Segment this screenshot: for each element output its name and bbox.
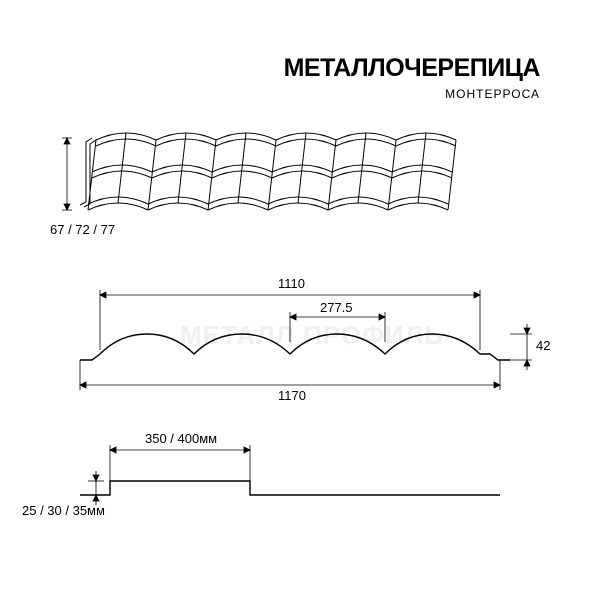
dim-width-total: 1170 — [278, 388, 306, 403]
dim-width-cover: 1110 — [278, 276, 305, 291]
cross-section: 1110 277.5 42 1170 — [80, 276, 550, 403]
perspective-view: 67 / 72 / 77 — [50, 133, 456, 237]
technical-diagram: 67 / 72 / 77 1110 277.5 — [0, 0, 600, 600]
perspective-height-label: 67 / 72 / 77 — [50, 222, 115, 237]
dim-pitch: 277.5 — [320, 300, 353, 315]
dim-height: 42 — [536, 338, 550, 353]
dim-step-length: 350 / 400мм — [145, 431, 217, 446]
dim-step-height: 25 / 30 / 35мм — [22, 503, 105, 518]
step-section: 350 / 400мм 25 / 30 / 35мм — [22, 431, 500, 518]
